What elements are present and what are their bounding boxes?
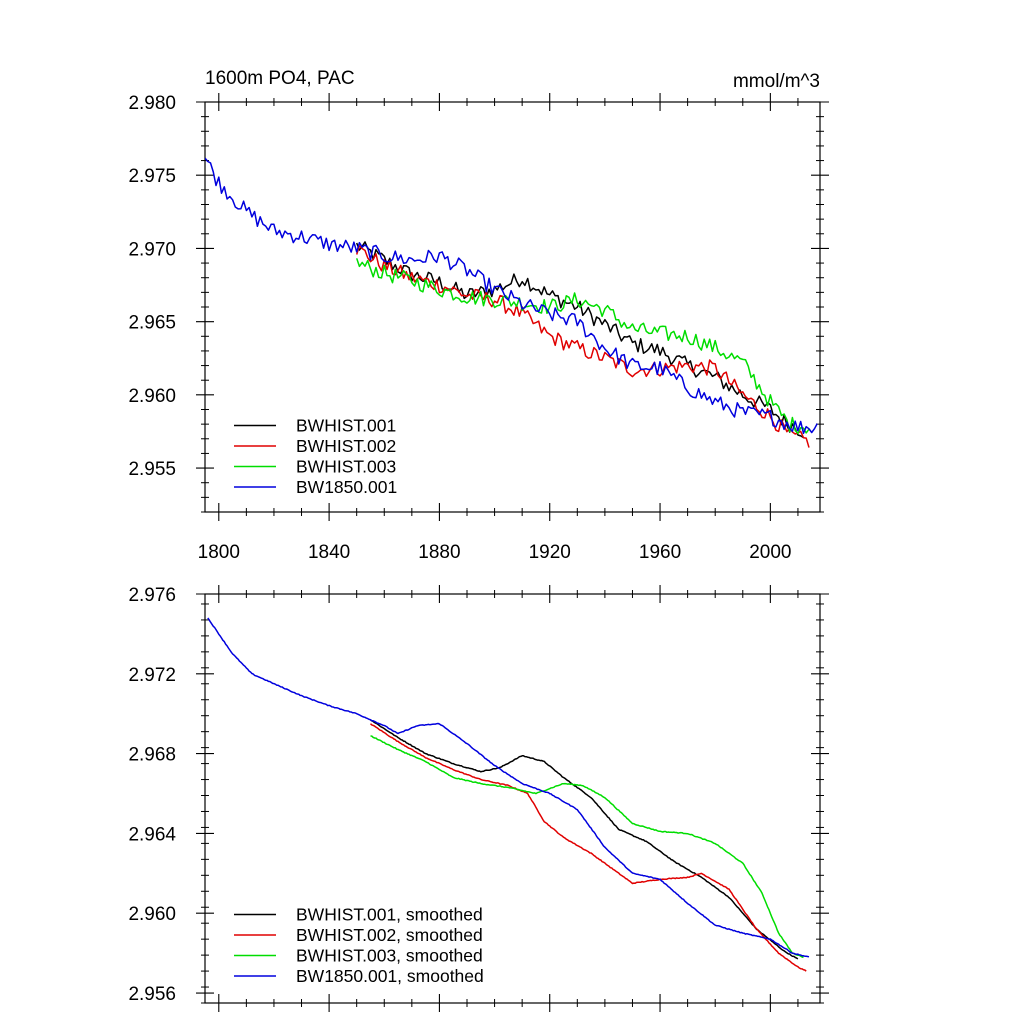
y-tick-label: 2.980 (128, 93, 176, 114)
legend-label: BWHIST.002, smoothed (296, 925, 483, 945)
chart-header-left: 1600m PO4, PAC (205, 68, 355, 89)
y-tick-label: 2.960 (128, 386, 176, 407)
bottom-panel: 2.956 2.960 2.964 2.968 2.972 2.976 BWHIST.001… (128, 585, 829, 1012)
series-line-2 (355, 245, 810, 448)
y-tick-label: 2.970 (128, 239, 176, 260)
series-line-2 (369, 723, 807, 972)
series-line-3 (370, 735, 804, 959)
y-tick-label: 2.965 (128, 313, 176, 334)
plot-frame (204, 593, 821, 1004)
x-tick-label: 1920 (529, 542, 571, 563)
y-tick-label: 2.955 (128, 459, 176, 480)
series-line-3 (355, 258, 810, 435)
x-tick-label: 2000 (749, 542, 791, 563)
series-line-1 (355, 241, 804, 439)
y-tick-label: 2.968 (128, 745, 176, 766)
y-tick-label: 2.975 (128, 166, 176, 187)
legend-label: BW1850.001 (296, 477, 397, 497)
series-line-4 (207, 617, 810, 958)
y-tick-label: 2.964 (128, 824, 176, 845)
legend-label: BW1850.001, smoothed (296, 966, 484, 986)
series-line-4 (205, 157, 818, 435)
legend-label: BWHIST.003, smoothed (296, 946, 483, 966)
legend-label: BWHIST.003 (296, 457, 396, 477)
y-tick-label: 2.960 (128, 904, 176, 925)
y-tick-label: 2.972 (128, 665, 176, 686)
x-tick-label: 1800 (198, 542, 240, 563)
series-line-1 (370, 719, 799, 960)
x-tick-label: 1840 (308, 542, 350, 563)
legend-label: BWHIST.001, smoothed (296, 905, 483, 925)
y-tick-label: 2.956 (128, 984, 176, 1005)
top-panel: 1800 1840 1880 1920 1960 2000 2.955 2.960 2.965 2… (128, 93, 829, 563)
legend-label: BWHIST.001 (296, 416, 396, 436)
x-tick-label: 1960 (639, 542, 681, 563)
units-label: mmol/m^3 (733, 71, 820, 92)
legend-label: BWHIST.002 (296, 436, 396, 456)
x-tick-label: 1880 (418, 542, 460, 563)
y-tick-label: 2.976 (128, 585, 176, 606)
